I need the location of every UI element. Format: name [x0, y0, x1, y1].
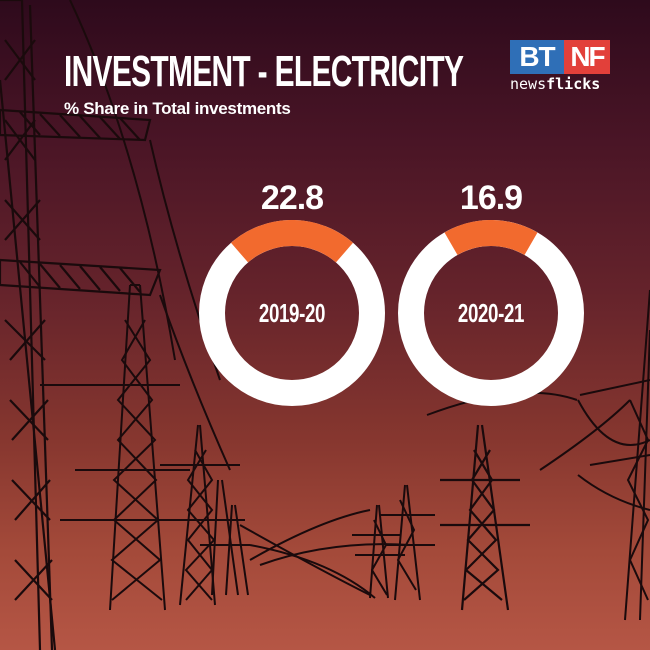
chart-subtitle: % Share in Total investments	[64, 99, 291, 118]
donut-ring-graphic	[199, 220, 385, 406]
donut-year-label: 2019-20	[258, 297, 326, 328]
donut-value: 22.8	[260, 179, 324, 217]
logo-tagline-bold: flicks	[546, 75, 601, 93]
donut-value: 16.9	[459, 179, 523, 217]
donut-chart-2019-20: 22.8 2019-20	[192, 176, 392, 406]
donut-ring: 2020-21	[398, 220, 584, 406]
donut-year-label: 2020-21	[457, 297, 525, 328]
logo-bt-mark: BT	[510, 40, 564, 74]
donut-ring-graphic	[398, 220, 584, 406]
donut-chart-2020-21: 16.9 2020-21	[391, 176, 591, 406]
chart-title: INVESTMENT - ELECTRICITY	[64, 47, 464, 96]
bt-newsflicks-logo: BT NF newsflicks	[510, 40, 620, 96]
logo-nf-mark: NF	[564, 40, 610, 74]
logo-tagline-light: news	[510, 75, 547, 93]
logo-tagline: newsflicks	[510, 75, 620, 93]
donut-ring: 2019-20	[199, 220, 385, 406]
